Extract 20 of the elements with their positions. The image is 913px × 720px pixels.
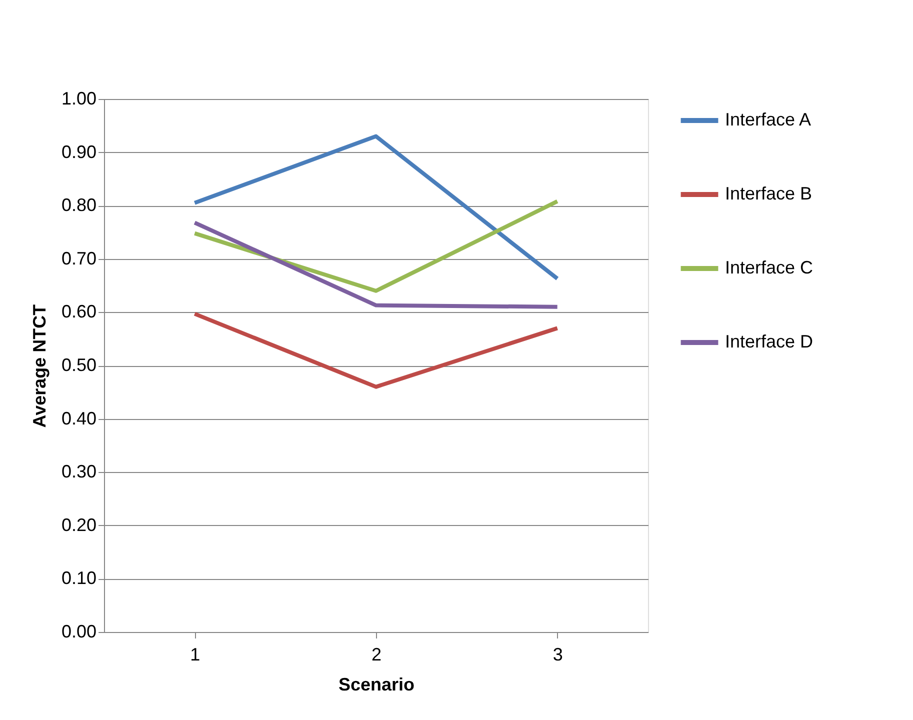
y-tick-label: 0.00 — [61, 622, 96, 642]
legend-label: Interface D — [725, 332, 814, 352]
legend-label: Interface A — [725, 110, 812, 130]
y-tick-label: 0.60 — [61, 302, 96, 322]
y-axis-title: Average NTCT — [29, 304, 50, 428]
y-tick-label: 0.90 — [61, 142, 96, 162]
y-tick-label: 0.50 — [61, 355, 96, 375]
x-axis-title: Scenario — [338, 674, 415, 694]
y-tick-label: 0.30 — [61, 462, 96, 482]
y-tick-label: 0.80 — [61, 195, 96, 216]
x-tick-label: 1 — [190, 644, 200, 664]
legend-label: Interface C — [725, 258, 814, 278]
x-tick-label: 2 — [371, 644, 382, 664]
y-tick-label: 0.10 — [61, 568, 96, 588]
y-tick-label: 1.00 — [61, 88, 96, 108]
y-tick-label: 0.20 — [61, 514, 96, 535]
y-tick-label: 0.40 — [61, 408, 96, 428]
x-tick-label: 3 — [552, 644, 563, 664]
legend-label: Interface B — [725, 184, 812, 204]
y-tick-label: 0.70 — [61, 248, 96, 268]
